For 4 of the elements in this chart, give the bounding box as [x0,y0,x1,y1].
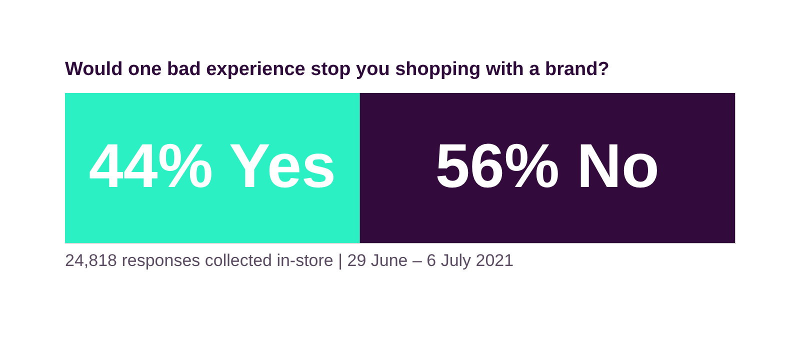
data-label: 44% Yes [88,132,336,201]
chart-title: Would one bad experience stop you shopping with a brand? [65,59,610,80]
text: 24,818 responses collected in-store | 29 June – 6 July 2021 [65,251,514,270]
data-label: 56% No [435,132,660,201]
